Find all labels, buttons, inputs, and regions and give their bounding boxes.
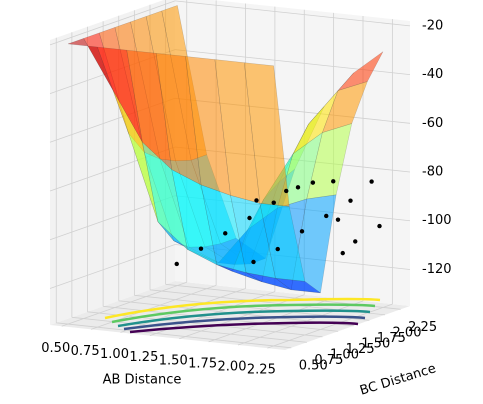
- x-grid-line: [179, 294, 305, 340]
- scatter-point: [299, 229, 305, 234]
- z-grid-line: [174, 0, 411, 27]
- z-tick-label: -60: [422, 116, 443, 131]
- scatter-point: [275, 246, 280, 252]
- z-tick-label: -120: [422, 262, 452, 277]
- surface-patch: [306, 123, 353, 200]
- scatter-point: [198, 246, 204, 251]
- scatter-point: [348, 198, 353, 203]
- surface: [67, 5, 384, 294]
- scatter-point: [340, 250, 345, 256]
- scatter-point: [284, 188, 289, 194]
- x-tick-label: 2.00: [218, 360, 247, 375]
- contour: [111, 303, 376, 324]
- y-tick-label: 2.25: [408, 320, 437, 335]
- y-tick-label: 1.50: [361, 336, 390, 351]
- z-grid-line: [49, 244, 176, 289]
- surface-patch: [274, 277, 322, 294]
- contour: [104, 297, 381, 320]
- x-tick-label: 2.25: [247, 363, 276, 378]
- z-tick-label: -20: [422, 18, 443, 33]
- y-tick-label: 1.75: [377, 331, 406, 346]
- x-grid-line: [267, 303, 393, 349]
- scatter-point: [353, 239, 358, 244]
- scatter-point: [331, 179, 336, 184]
- y-tick-label: 1.25: [346, 342, 375, 357]
- y-axis-label: BC Distance: [358, 361, 438, 398]
- x-tick-label: 1.25: [129, 350, 158, 365]
- x-tick-label: 1.50: [159, 353, 188, 368]
- z-grid-line: [49, 0, 176, 46]
- contour: [123, 315, 366, 331]
- scatter-point: [377, 223, 382, 229]
- x-grid-line: [90, 284, 217, 330]
- scatter-point: [223, 231, 228, 236]
- y-tick-label: 0.50: [299, 358, 328, 373]
- z-tick-label: -80: [422, 165, 443, 180]
- y-tick-label: 1.00: [330, 347, 359, 362]
- scatter-point: [295, 185, 301, 190]
- surface-patch: [243, 62, 290, 207]
- scatter-point: [310, 180, 316, 185]
- y-tick-label: 2.00: [393, 325, 422, 340]
- scatter-point: [271, 200, 276, 205]
- y-tick-label: 0.75: [314, 353, 343, 368]
- scatter-point: [174, 261, 179, 267]
- floor-contours: [104, 297, 381, 334]
- scatter-point: [251, 259, 256, 265]
- scatter-point: [335, 217, 341, 222]
- y-grid-line: [87, 311, 323, 338]
- scatter-point: [324, 213, 329, 219]
- x-tick-label: 1.00: [100, 347, 129, 362]
- x-tick-label: 1.75: [188, 356, 217, 371]
- scatter-point: [254, 198, 259, 203]
- scatter-point: [247, 215, 252, 221]
- y-grid-line: [71, 316, 307, 343]
- x-tick-label: 0.50: [41, 341, 70, 356]
- contour: [117, 309, 371, 328]
- contour: [129, 321, 359, 334]
- scatter: [174, 179, 382, 267]
- x-axis-label: AB Distance: [103, 373, 182, 388]
- scatter-point: [369, 179, 374, 184]
- z-tick-label: -40: [422, 67, 443, 82]
- x-grid-line: [61, 281, 187, 327]
- y-grid-line: [56, 322, 292, 349]
- x-tick-label: 0.75: [71, 344, 100, 359]
- z-tick-label: -100: [422, 213, 452, 228]
